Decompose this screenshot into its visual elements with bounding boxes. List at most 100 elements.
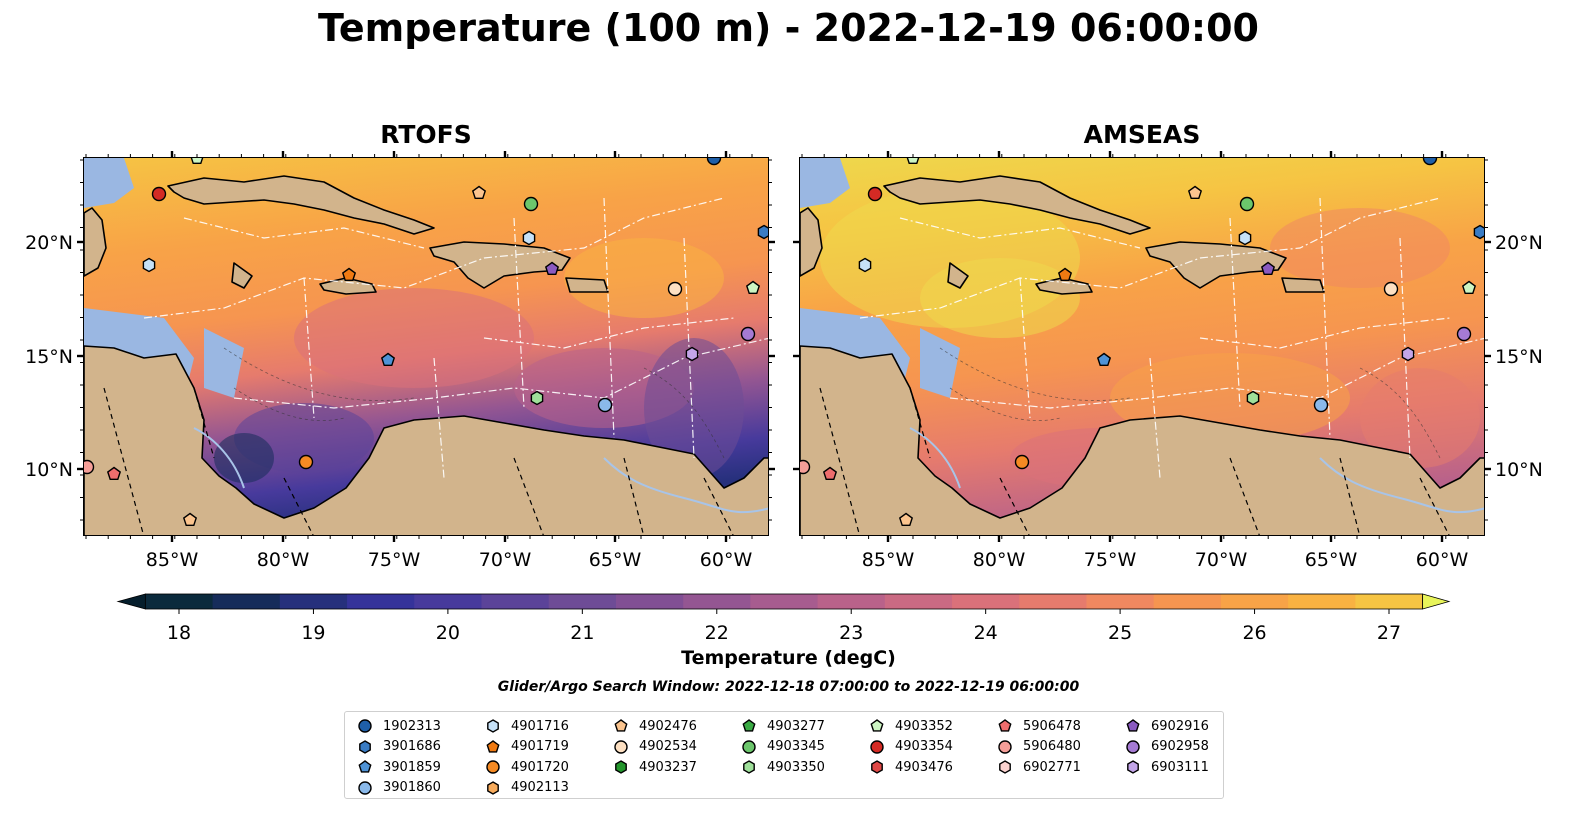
legend-marker-5906480 — [998, 739, 1012, 754]
lon-tick-label: 65°W — [1305, 549, 1358, 571]
lon-tick-label: 85°W — [862, 549, 915, 571]
legend-item: 4903350 — [741, 757, 825, 777]
colorbar-tick-label: 22 — [705, 622, 729, 644]
argo-float-3901686 — [757, 224, 768, 240]
legend-marker-4901720 — [486, 760, 500, 774]
legend-label: 6902771 — [1023, 759, 1081, 775]
map-axes: 85°W 80°W 75°W 70°W 65°W 60°W 20°N 15°N 10°N 85°W… — [25, 151, 1543, 571]
legend-label: 5906478 — [1023, 718, 1081, 734]
legend-marker-1902313 — [358, 719, 372, 733]
colorbar-tick-label: 26 — [1242, 622, 1266, 644]
lon-tick-label: 65°W — [589, 549, 642, 571]
legend-label: 4902534 — [639, 739, 697, 754]
legend-item: 3901860 — [357, 778, 441, 798]
lon-tick-label: 75°W — [1084, 549, 1137, 571]
colorbar: 18 19 20 21 22 23 24 25 26 27 — [116, 593, 1451, 644]
argo-float-6902958 — [1456, 326, 1472, 342]
argo-float-4901719 — [1057, 267, 1073, 282]
lon-tick-label: 80°W — [257, 549, 310, 571]
legend-item: 6902916 — [1125, 716, 1209, 736]
argo-float-4902534 — [667, 281, 683, 297]
colorbar-segment — [750, 594, 819, 609]
lat-tick-label: 20°N — [1495, 232, 1543, 254]
argo-float-4902476 — [898, 512, 914, 526]
legend-item: 4902534 — [613, 737, 697, 757]
legend-marker-3901686 — [359, 739, 371, 754]
colorbar-tick-label: 19 — [301, 622, 325, 644]
legend-marker-4902113 — [487, 780, 499, 795]
colorbar-segment — [1019, 594, 1087, 609]
lat-tick-label: 20°N — [25, 232, 73, 254]
legend-marker-6903111 — [1127, 760, 1139, 774]
argo-float-4902476 — [471, 185, 487, 199]
legend-label: 4903352 — [895, 718, 953, 734]
argo-float-4902534 — [1383, 281, 1399, 297]
legend-label: 1902313 — [383, 718, 441, 734]
colorbar-segment — [212, 594, 281, 609]
legend-label: 4903354 — [895, 739, 953, 754]
argo-float-4903352 — [1461, 280, 1477, 295]
lon-tick-label: 60°W — [700, 549, 753, 571]
search-window-text: Glider/Argo Search Window: 2022-12-18 07… — [497, 679, 1080, 695]
legend-label: 4901716 — [511, 718, 569, 734]
argo-float-4901716 — [858, 257, 872, 273]
colorbar-segment — [481, 594, 550, 609]
lat-tick-label: 15°N — [1495, 346, 1543, 368]
argo-float-4901720 — [1014, 454, 1030, 470]
legend-item: 4903476 — [869, 757, 953, 777]
legend-label: 4903277 — [767, 718, 825, 734]
legend-marker-6902771 — [999, 760, 1011, 774]
argo-float-6903111 — [1401, 346, 1415, 362]
argo-float-4901716 — [142, 257, 156, 273]
colorbar-segment — [145, 594, 214, 609]
argo-float-6902958 — [740, 326, 756, 342]
argo-float-4903350 — [530, 390, 544, 406]
legend-label: 4903476 — [895, 759, 953, 775]
argo-float-3901860 — [597, 397, 613, 413]
colorbar-segment — [1153, 594, 1222, 609]
map-amseas — [799, 157, 1485, 536]
colorbar-segment — [683, 594, 751, 609]
legend-marker-4903237 — [615, 760, 627, 774]
legend-label: 4902476 — [639, 718, 697, 734]
argo-float-4903354 — [151, 186, 167, 202]
argo-float-6902916 — [1260, 261, 1276, 276]
legend-item: 3901859 — [357, 757, 441, 777]
legend-item: 4901716 — [485, 716, 569, 736]
colorbar-label: Temperature (degC) — [681, 647, 896, 669]
argo-float-4903354 — [867, 186, 883, 202]
legend-item: 4903352 — [869, 716, 953, 736]
argo-float-4903352 — [906, 158, 920, 165]
argo-float-3901859 — [1096, 352, 1112, 367]
legend-item: 3901686 — [357, 737, 441, 757]
argo-float-4903345 — [523, 196, 539, 212]
legend-item: 5906478 — [997, 716, 1081, 736]
legend-item: 6902771 — [997, 757, 1081, 777]
lon-tick-label: 80°W — [973, 549, 1026, 571]
argo-float-3901859 — [380, 352, 396, 367]
argo-float-4901716 — [522, 230, 536, 246]
colorbar-segment — [414, 594, 482, 609]
legend-label: 6902916 — [1151, 718, 1209, 734]
lon-tick-label: 75°W — [368, 549, 421, 571]
legend-marker-4903476 — [871, 760, 883, 774]
legend-label: 4903345 — [767, 739, 825, 754]
argo-float-4901716 — [1238, 230, 1252, 246]
colorbar-tick-label: 25 — [1108, 622, 1132, 644]
colorbar-segment — [1220, 594, 1289, 609]
argo-float-6903111 — [685, 346, 699, 362]
legend-label: 4901720 — [511, 759, 569, 775]
map-rtofs — [83, 157, 769, 536]
legend-marker-6902958 — [1126, 739, 1140, 754]
legend-marker-3901859 — [358, 760, 372, 773]
colorbar-segment — [279, 594, 348, 609]
colorbar-over-extend — [1422, 593, 1451, 610]
colorbar-segment — [615, 594, 684, 609]
colorbar-segment — [548, 594, 617, 609]
legend-marker-4903277 — [742, 719, 756, 732]
argo-float-5906480 — [800, 459, 811, 475]
colorbar-segment — [347, 594, 415, 609]
colorbar-segment — [952, 594, 1020, 609]
argo-float-1902313 — [1422, 158, 1438, 166]
colorbar-segment — [1086, 594, 1155, 609]
